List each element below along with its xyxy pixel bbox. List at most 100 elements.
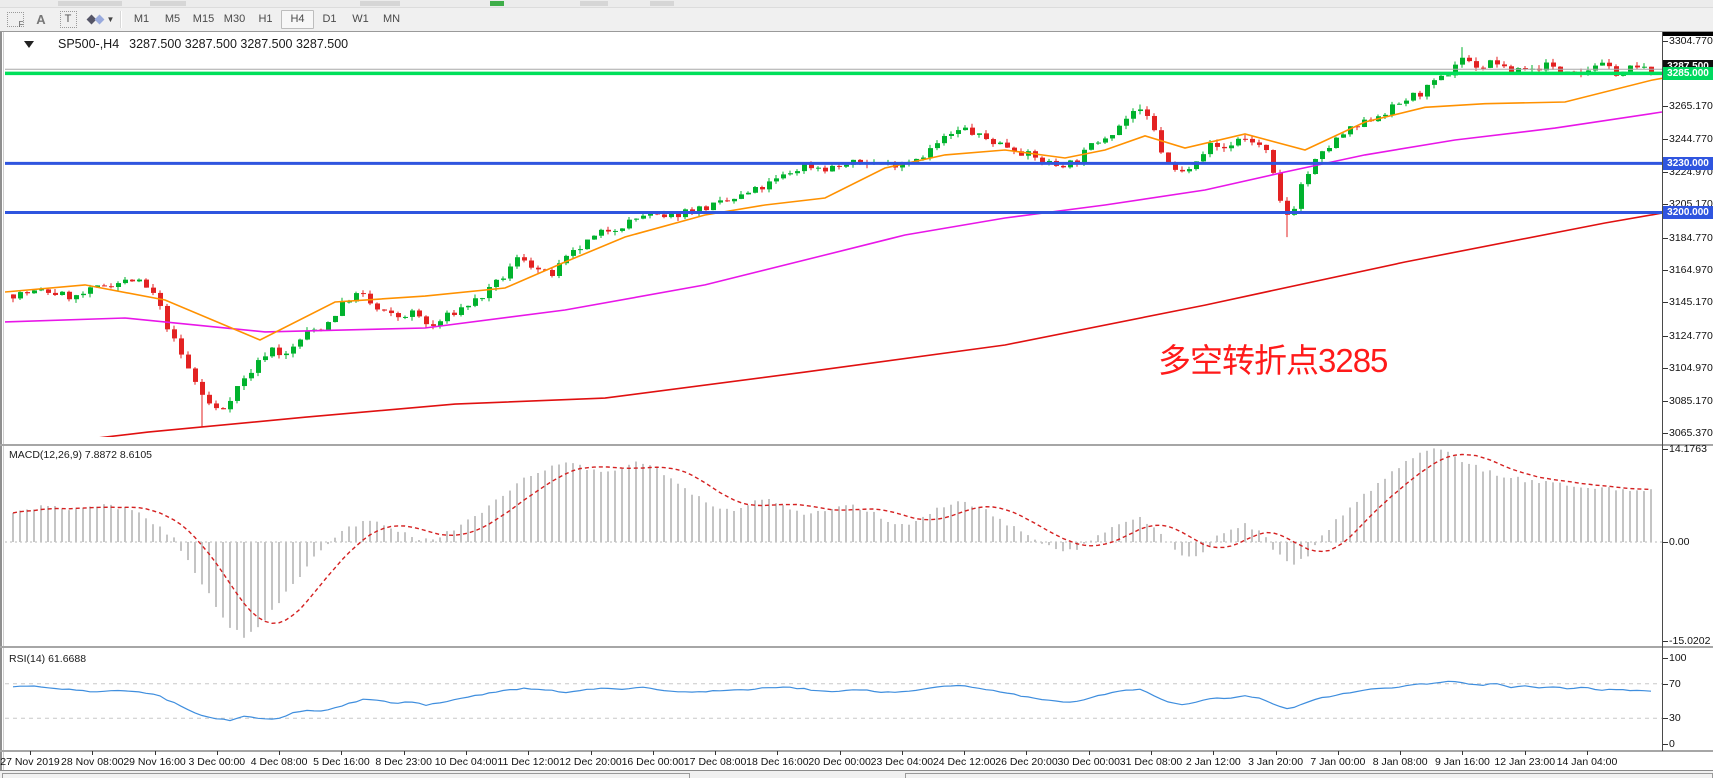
rsi-tick-label: 70 [1669, 677, 1681, 690]
macd-tick [1663, 448, 1668, 450]
chart-title: SP500-,H4 3287.500 3287.500 3287.500 328… [24, 37, 348, 51]
price-tick-label: 3065.370 [1669, 427, 1713, 440]
toolbar: F A T ▼ M1 M5 M15 M30 H1 H4 D1 W1 MN [0, 8, 1713, 32]
price-tick-label: 3265.170 [1669, 99, 1713, 112]
price-tick [1663, 204, 1668, 206]
cropped-icon [650, 1, 674, 6]
window-border [0, 32, 2, 771]
price-tick [1663, 237, 1668, 239]
rsi-tick-label: 0 [1669, 738, 1675, 750]
price-tick [1663, 41, 1668, 42]
price-tick [1663, 171, 1668, 173]
status-pane [2, 773, 690, 778]
price-tick [1663, 335, 1668, 337]
time-tick-label: 14 Jan 04:00 [1556, 756, 1618, 768]
panel-separator[interactable] [0, 646, 1713, 648]
font-tool-icon[interactable]: A [36, 11, 46, 27]
time-tick-label: 28 Nov 08:00 [61, 756, 124, 768]
text-tool-icon[interactable]: T [58, 10, 78, 28]
price-tick [1663, 139, 1668, 141]
time-tick [901, 751, 903, 755]
timeframe-button-m5[interactable]: M5 [164, 13, 181, 25]
indicator-window-icon[interactable]: F [5, 10, 25, 29]
price-tick-label: 3304.770 [1669, 35, 1713, 47]
timeframe-button-mn[interactable]: MN [382, 13, 401, 25]
timeframe-button-d1[interactable]: D1 [322, 13, 337, 25]
time-tick-label: 12 Jan 23:00 [1494, 756, 1556, 768]
time-tick [1524, 751, 1526, 755]
macd-indicator-chart[interactable] [5, 446, 1662, 646]
time-tick-label: 20 Dec 00:00 [808, 756, 871, 768]
timeframe-button-m30[interactable]: M30 [223, 13, 246, 25]
macd-tick-label: 14.1763 [1669, 442, 1707, 455]
time-tick [528, 751, 530, 755]
price-tick [1663, 433, 1668, 435]
cropped-icon [580, 1, 608, 6]
rsi-indicator-chart[interactable] [5, 650, 1662, 750]
rsi-tick [1663, 658, 1668, 659]
time-tick [839, 751, 841, 755]
macd-label: MACD(12,26,9) 7.8872 8.6105 [9, 449, 153, 461]
timeframe-button-m1[interactable]: M1 [133, 13, 150, 25]
dotted-grid-icon: F [6, 11, 24, 29]
price-tag: 3285.000 [1663, 67, 1713, 80]
price-tick-label: 3124.770 [1669, 329, 1713, 342]
time-tick [590, 751, 592, 755]
rsi-tick-label: 100 [1669, 652, 1687, 664]
time-tick-label: 11 Dec 12:00 [497, 756, 560, 768]
cropped-icon [490, 1, 504, 6]
price-tick-label: 3145.170 [1669, 296, 1713, 309]
time-tick-label: 27 Nov 2019 [0, 756, 60, 768]
time-tick [465, 751, 467, 755]
time-tick [1587, 751, 1588, 755]
panel-separator[interactable] [0, 444, 1713, 446]
time-tick [154, 751, 156, 755]
shape-diamond-icon [94, 14, 104, 24]
time-tick [715, 751, 717, 755]
time-tick [1026, 751, 1028, 755]
time-tick-label: 9 Jan 16:00 [1434, 756, 1490, 768]
symbol-timeframe-label: SP500-,H4 [58, 37, 120, 51]
cropped-icon [360, 1, 400, 6]
time-tick [1275, 751, 1277, 755]
macd-tick [1663, 640, 1668, 642]
price-tick [1663, 105, 1668, 107]
price-tag: 3200.000 [1663, 206, 1713, 219]
window-border [3, 32, 4, 771]
price-tick [1663, 302, 1668, 304]
price-tick-label: 3244.770 [1669, 133, 1713, 146]
cropped-icon [58, 1, 122, 6]
price-tick [1663, 400, 1668, 402]
time-tick-label: 18 Dec 16:00 [746, 756, 809, 768]
time-tick-label: 29 Nov 16:00 [123, 756, 186, 768]
timeframe-buttons: M1 M5 M15 M30 H1 H4 D1 W1 MN [126, 10, 407, 29]
time-tick-label: 10 Dec 04:00 [434, 756, 498, 768]
time-tick-label: 4 Dec 08:00 [250, 756, 308, 768]
time-tick-label: 5 Dec 16:00 [313, 756, 370, 768]
macd-tick [1663, 542, 1668, 543]
timeframe-button-h1[interactable]: H1 [258, 13, 273, 25]
time-tick-label: 24 Dec 12:00 [932, 756, 996, 768]
time-tick [777, 751, 779, 755]
timeframe-button-h4[interactable]: H4 [281, 10, 314, 29]
symbol-dropdown-icon[interactable] [24, 40, 34, 48]
price-tick-label: 3104.970 [1669, 362, 1713, 375]
main-price-chart[interactable] [5, 32, 1662, 437]
time-tick [1462, 751, 1464, 755]
price-tick [1663, 269, 1668, 271]
time-tick [1088, 751, 1090, 755]
rsi-tick [1663, 683, 1668, 685]
time-tick-label: 17 Dec 08:00 [683, 756, 747, 768]
time-tick [216, 751, 218, 755]
time-tick-label: 2 Jan 12:00 [1185, 756, 1241, 768]
status-bar-cropped [0, 770, 1713, 778]
timeframe-button-m15[interactable]: M15 [192, 13, 215, 25]
time-tick [1337, 751, 1339, 755]
time-tick-label: 8 Jan 08:00 [1372, 756, 1428, 768]
chevron-down-icon[interactable]: ▼ [106, 14, 115, 24]
axis-border [1662, 32, 1663, 751]
rsi-tick [1663, 718, 1668, 720]
timeframe-button-w1[interactable]: W1 [352, 13, 369, 25]
shapes-tool-icon[interactable]: ▼ [84, 10, 118, 28]
